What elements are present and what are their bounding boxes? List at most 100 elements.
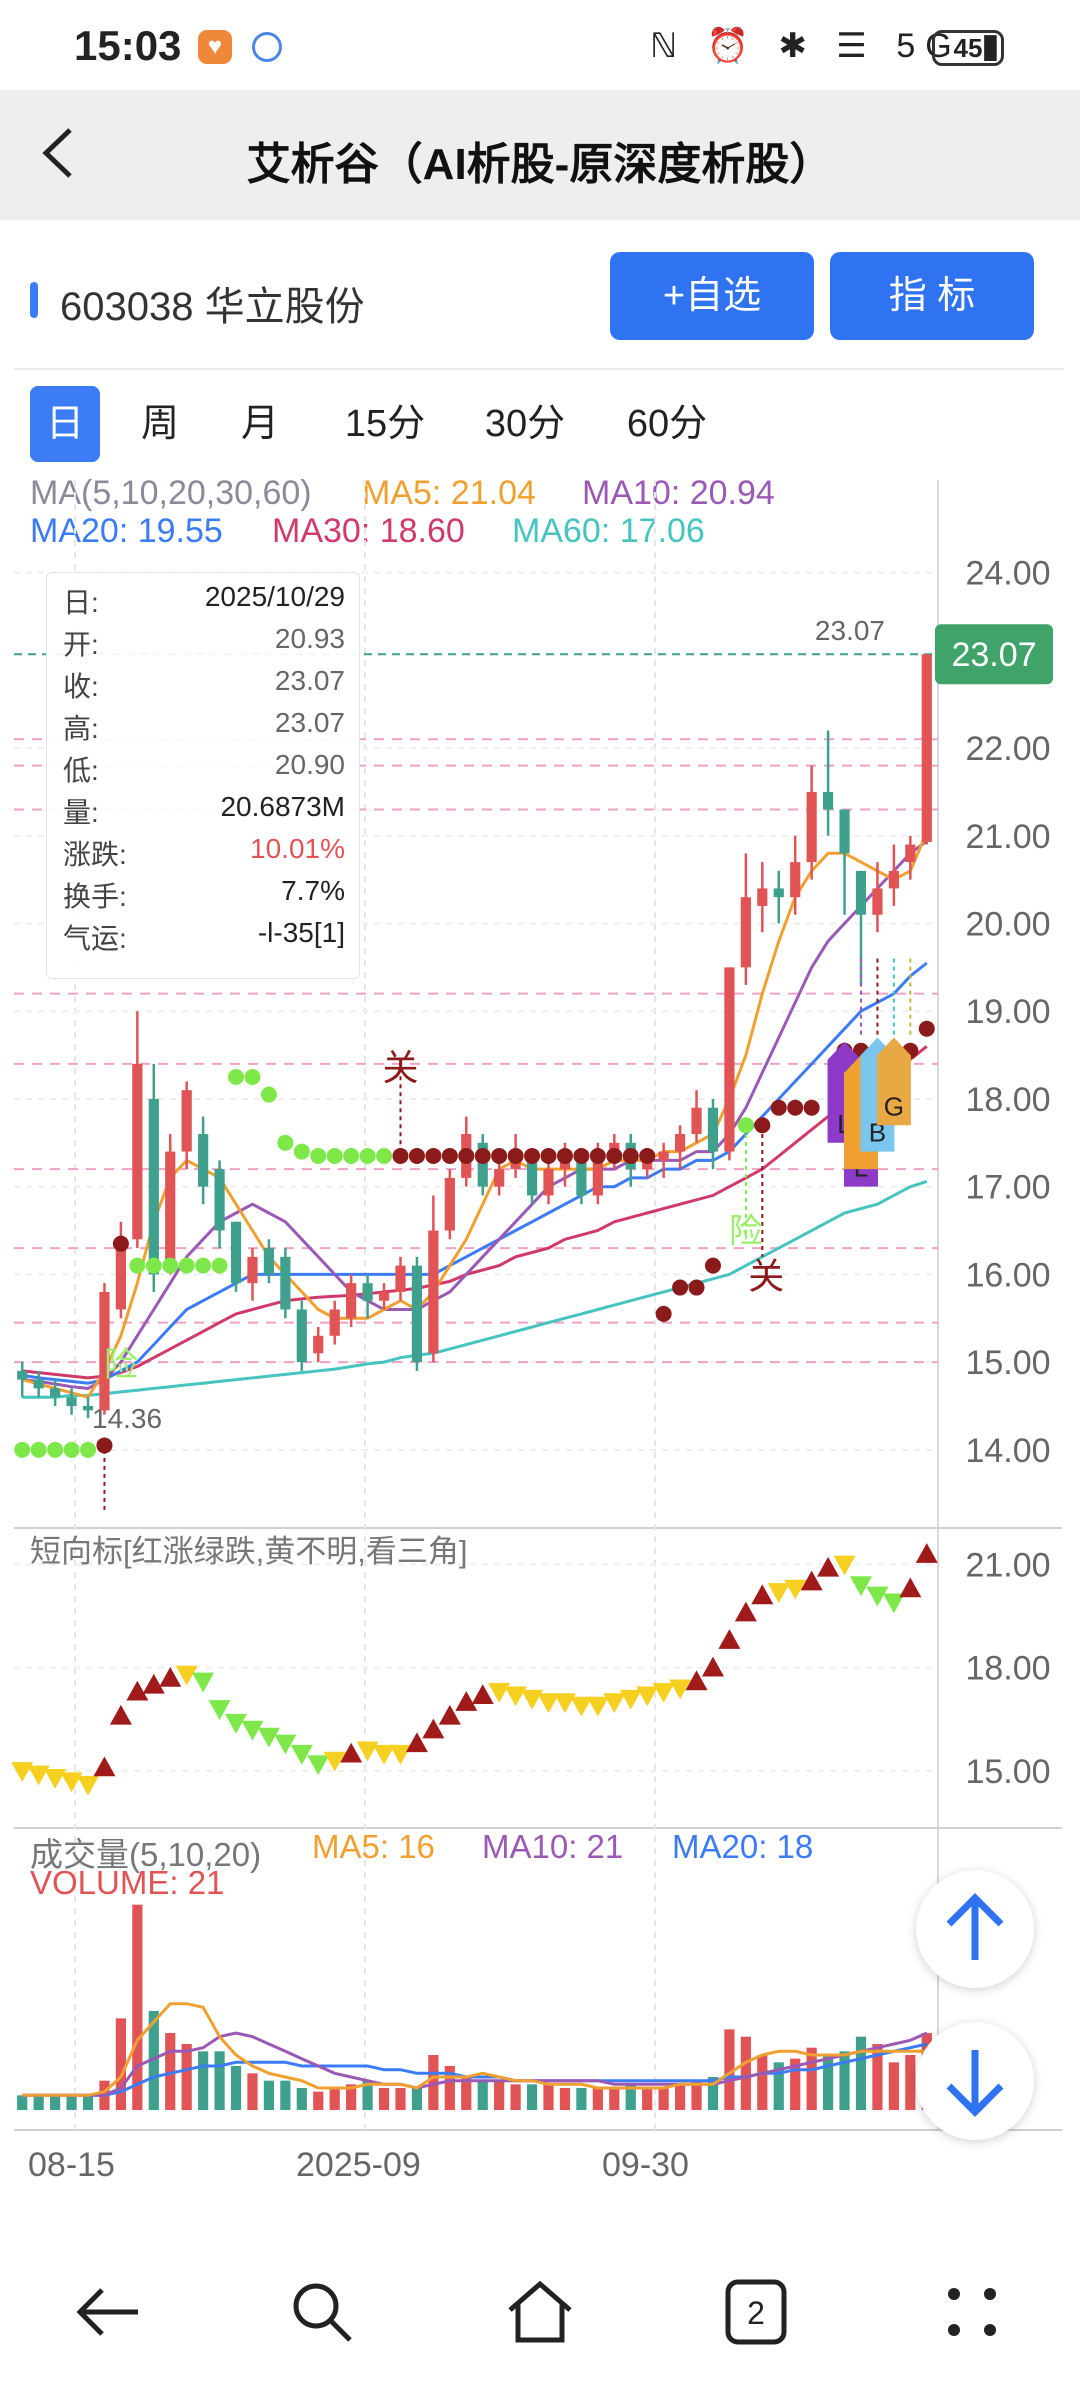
signal-dot — [704, 1257, 721, 1274]
nav-search-icon[interactable] — [282, 2272, 362, 2352]
candle-body — [148, 1098, 159, 1275]
price-axis-label: 18.00 — [965, 1081, 1050, 1119]
tab-30min[interactable]: 30分 — [484, 403, 566, 445]
candle-body — [214, 1169, 225, 1231]
signal-dot — [770, 1099, 787, 1116]
short-signal-triangle — [603, 1693, 626, 1714]
candle-body — [313, 1335, 324, 1354]
indicator-button[interactable]: 指 标 — [830, 252, 1034, 340]
info-value: 7.7% — [281, 875, 345, 906]
short-signal-triangle — [60, 1772, 83, 1793]
signal-dot — [244, 1069, 261, 1086]
ma10-legend: MA10: 20.94 — [582, 474, 775, 512]
short-signal-triangle — [619, 1689, 642, 1710]
volume-bar — [313, 2091, 324, 2110]
volume-bar — [724, 2029, 735, 2110]
signal-dot — [672, 1279, 689, 1296]
info-value: 23.07 — [274, 707, 345, 738]
ma5-legend: MA5: 21.04 — [362, 474, 536, 512]
signal-dot — [63, 1441, 80, 1458]
candle-body — [559, 1160, 571, 1170]
volume-bar — [773, 2062, 784, 2110]
short-signal-triangle — [455, 1691, 478, 1711]
short-signal-triangle — [208, 1700, 231, 1720]
signal-dot — [441, 1147, 458, 1164]
short-signal-triangle — [405, 1732, 428, 1753]
tab-month[interactable]: 月 — [240, 403, 279, 445]
volume-bar — [280, 2080, 291, 2110]
volume-bar — [806, 2047, 817, 2110]
volume-bar — [592, 2088, 603, 2110]
nav-back-icon[interactable] — [68, 2272, 148, 2352]
divider — [14, 368, 1064, 370]
battery-icon: 45 — [932, 30, 1004, 66]
page-title: 艾析谷（AI析股-原深度析股） — [246, 140, 834, 189]
volume-bar — [757, 2055, 768, 2110]
candle-body — [642, 1160, 653, 1170]
short-signal-triangle — [636, 1686, 659, 1707]
info-label: 涨跌: — [63, 839, 127, 870]
short-signal-triangle — [882, 1593, 905, 1614]
add-watchlist-button[interactable]: +自选 — [610, 252, 814, 340]
volume-bar — [559, 2088, 571, 2110]
volume-bar — [642, 2088, 653, 2110]
stock-name: 603038 华立股份 — [60, 285, 365, 329]
signal-dot — [260, 1086, 277, 1103]
price-axis-label: 14.00 — [965, 1432, 1050, 1470]
candle-body — [280, 1256, 291, 1310]
short-signal-triangle — [701, 1656, 724, 1677]
short-signal-triangle — [488, 1682, 511, 1703]
signal-dot — [918, 1020, 935, 1037]
info-row-low: 低: 20.90 — [63, 749, 345, 789]
nav-menu-icon[interactable] — [932, 2272, 1012, 2352]
signal-dot — [688, 1279, 705, 1296]
scroll-up-icon[interactable] — [916, 1870, 1034, 1988]
ma60-legend: MA60: 17.06 — [512, 512, 705, 550]
info-row-date: 日: 2025/10/29 — [63, 581, 345, 621]
tab-15min[interactable]: 15分 — [344, 403, 426, 445]
candle-body — [839, 809, 850, 854]
volume-bar — [411, 2088, 423, 2110]
candle-body — [395, 1265, 406, 1292]
volume-bar — [247, 2073, 258, 2110]
volume-bar — [526, 2084, 538, 2110]
tab-week[interactable]: 周 — [140, 403, 179, 445]
candle-body — [658, 1151, 669, 1161]
candle-body — [99, 1291, 110, 1411]
volume-bar — [872, 2044, 883, 2110]
ma10-line — [22, 839, 928, 1390]
short-signal-triangle — [422, 1718, 445, 1739]
nav-home-icon[interactable] — [500, 2272, 580, 2352]
nav-tabs-icon[interactable]: 2 — [716, 2272, 796, 2352]
candle-body — [592, 1160, 603, 1196]
short-signal-triangle — [323, 1751, 346, 1772]
info-value: 20.90 — [274, 749, 345, 780]
ma30-legend: MA30: 18.60 — [272, 512, 465, 550]
short-signal-triangle — [290, 1744, 313, 1765]
signal-dot — [228, 1069, 245, 1086]
volume-bar — [362, 2080, 373, 2110]
tab-day[interactable]: 日 — [30, 386, 100, 462]
candle-body — [905, 844, 916, 863]
kline-chart[interactable]: 24.00 22.00 21.00 20.00 19.00 18.00 17.00 16.00… — [0, 470, 1080, 2190]
volume-bar — [658, 2088, 669, 2110]
volume-bar — [428, 2055, 439, 2110]
candle-body — [921, 654, 932, 842]
signal-dot — [392, 1147, 409, 1164]
volume-bar — [378, 2088, 390, 2110]
price-axis-label: 20.00 — [965, 906, 1050, 944]
signal-dot — [507, 1147, 524, 1164]
tab-60min[interactable]: 60分 — [626, 403, 708, 445]
short-signal-triangle — [126, 1680, 149, 1701]
signal-dot — [343, 1147, 360, 1164]
signal-dot — [754, 1117, 771, 1134]
short-indicator-label: 短向标[红涨绿跌,黄不明,看三角] — [30, 1534, 468, 1569]
info-row-fortune: 气运: -l-35[1] — [63, 917, 345, 957]
scroll-down-icon[interactable] — [916, 2022, 1034, 2140]
signal-dot — [359, 1147, 376, 1164]
short-signal-triangle — [915, 1543, 938, 1563]
back-chevron-icon[interactable] — [38, 118, 78, 203]
short-signal-triangle — [27, 1765, 50, 1786]
price-axis-label: 17.00 — [965, 1169, 1050, 1207]
volume-bar — [50, 2095, 61, 2110]
